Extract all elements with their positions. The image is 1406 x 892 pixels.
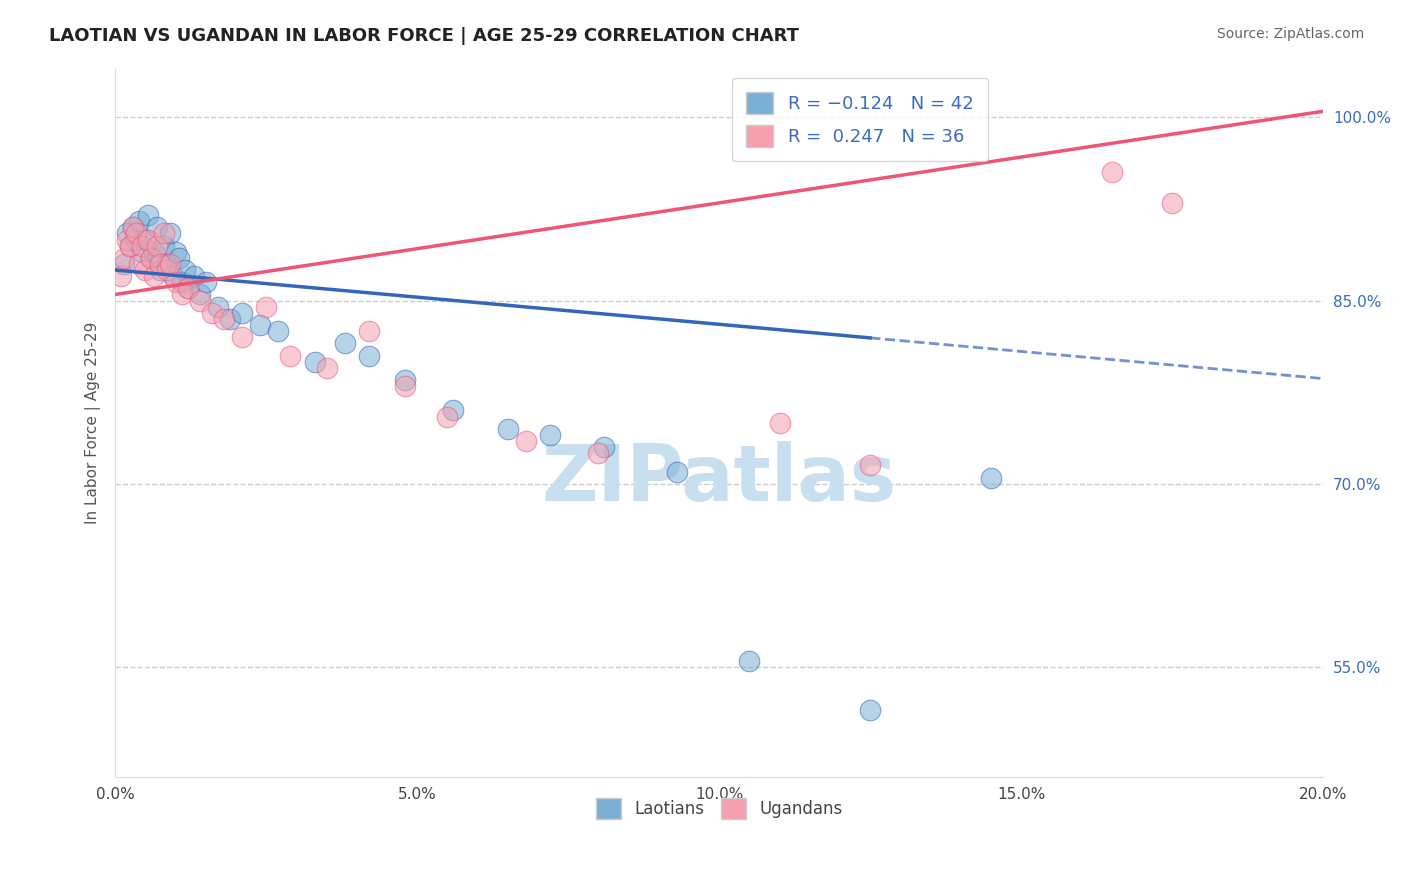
Point — [131, 244, 153, 259]
Point — [146, 238, 169, 252]
Point — [120, 238, 142, 252]
Point — [125, 232, 148, 246]
Point — [112, 251, 135, 265]
Point — [194, 275, 217, 289]
Point — [394, 373, 416, 387]
Point — [333, 336, 356, 351]
Point — [143, 269, 166, 284]
Point — [315, 360, 337, 375]
Point — [859, 458, 882, 473]
Point — [149, 263, 172, 277]
Point — [280, 349, 302, 363]
Point — [155, 257, 177, 271]
Point — [1161, 195, 1184, 210]
Point — [496, 422, 519, 436]
Point — [304, 354, 326, 368]
Point — [267, 324, 290, 338]
Point — [170, 287, 193, 301]
Point — [176, 281, 198, 295]
Point — [141, 251, 163, 265]
Point — [131, 238, 153, 252]
Point — [173, 263, 195, 277]
Point — [443, 403, 465, 417]
Y-axis label: In Labor Force | Age 25-29: In Labor Force | Age 25-29 — [86, 321, 101, 524]
Text: Source: ZipAtlas.com: Source: ZipAtlas.com — [1216, 27, 1364, 41]
Point — [212, 311, 235, 326]
Point — [738, 654, 761, 668]
Point — [159, 257, 181, 271]
Point — [141, 251, 163, 265]
Point — [188, 293, 211, 308]
Point — [155, 263, 177, 277]
Point — [201, 306, 224, 320]
Point — [138, 208, 160, 222]
Point — [665, 465, 688, 479]
Point — [249, 318, 271, 332]
Legend: Laotians, Ugandans: Laotians, Ugandans — [589, 791, 849, 825]
Point — [436, 409, 458, 424]
Point — [112, 257, 135, 271]
Point — [110, 269, 132, 284]
Point — [125, 227, 148, 241]
Point — [176, 281, 198, 295]
Point — [134, 232, 156, 246]
Point — [254, 300, 277, 314]
Point — [207, 300, 229, 314]
Point — [117, 232, 139, 246]
Point — [162, 269, 184, 284]
Point — [170, 275, 193, 289]
Point — [152, 238, 174, 252]
Point — [167, 251, 190, 265]
Point — [152, 227, 174, 241]
Text: LAOTIAN VS UGANDAN IN LABOR FORCE | AGE 25-29 CORRELATION CHART: LAOTIAN VS UGANDAN IN LABOR FORCE | AGE … — [49, 27, 799, 45]
Point — [183, 269, 205, 284]
Point — [159, 227, 181, 241]
Point — [357, 349, 380, 363]
Point — [122, 220, 145, 235]
Point — [357, 324, 380, 338]
Point — [122, 220, 145, 235]
Point — [128, 214, 150, 228]
Point — [149, 257, 172, 271]
Point — [188, 287, 211, 301]
Point — [769, 416, 792, 430]
Point — [593, 440, 616, 454]
Point — [588, 446, 610, 460]
Point — [231, 330, 253, 344]
Point — [394, 379, 416, 393]
Point — [146, 220, 169, 235]
Point — [117, 227, 139, 241]
Point — [143, 244, 166, 259]
Point — [138, 232, 160, 246]
Point — [134, 263, 156, 277]
Point — [980, 470, 1002, 484]
Point — [231, 306, 253, 320]
Point — [120, 238, 142, 252]
Point — [219, 311, 242, 326]
Point — [1101, 165, 1123, 179]
Point — [165, 244, 187, 259]
Point — [128, 257, 150, 271]
Point — [859, 703, 882, 717]
Point — [538, 428, 561, 442]
Point — [165, 275, 187, 289]
Text: ZIPatlas: ZIPatlas — [541, 442, 897, 517]
Point — [515, 434, 537, 448]
